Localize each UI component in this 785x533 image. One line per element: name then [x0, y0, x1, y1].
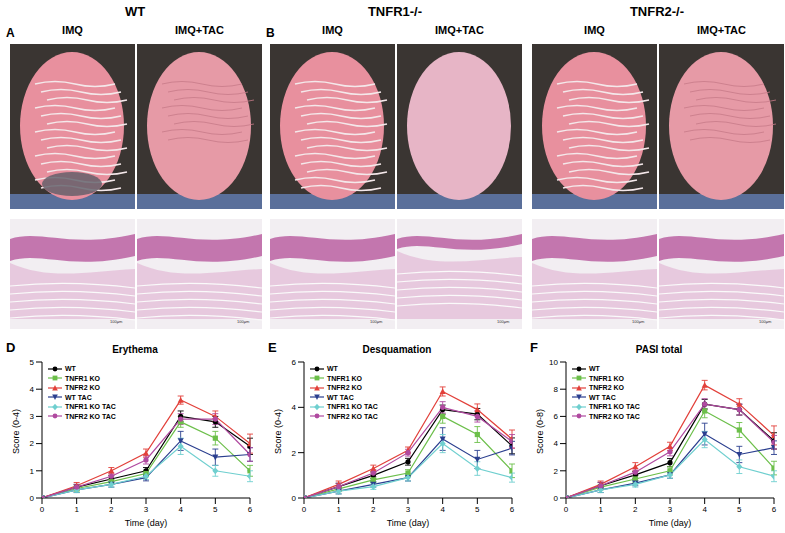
svg-text:0: 0 — [30, 494, 35, 503]
html-text:IMQ: IMQ — [322, 24, 343, 36]
svg-text:4: 4 — [702, 505, 707, 514]
svg-text:6: 6 — [510, 505, 515, 514]
html-text:WT: WT — [65, 365, 76, 373]
svg-text:4: 4 — [292, 403, 297, 412]
html-text:IMQ+TAC: IMQ+TAC — [697, 24, 746, 36]
svg-text:0: 0 — [564, 505, 569, 514]
html-text:TNFR1 KO TAC: TNFR1 KO TAC — [589, 403, 640, 411]
html-text:D: D — [6, 340, 16, 355]
html-text:WT TAC: WT TAC — [327, 393, 354, 401]
svg-text:0: 0 — [302, 505, 307, 514]
svg-text:1: 1 — [598, 505, 603, 514]
svg-text:4: 4 — [554, 439, 559, 448]
svg-text:3: 3 — [144, 505, 149, 514]
svg-text:Time (day): Time (day) — [387, 518, 430, 528]
html-text:PASI total: PASI total — [635, 344, 683, 355]
svg-text:Time (day): Time (day) — [125, 518, 168, 528]
svg-text:5: 5 — [737, 505, 742, 514]
svg-text:8: 8 — [554, 385, 559, 394]
svg-text:5: 5 — [213, 505, 218, 514]
svg-text:0: 0 — [554, 494, 559, 503]
html-text:IMQ: IMQ — [584, 24, 605, 36]
svg-text:100μm: 100μm — [632, 319, 645, 324]
svg-text:6: 6 — [554, 412, 559, 421]
svg-text:4: 4 — [440, 505, 445, 514]
svg-text:Time (day): Time (day) — [649, 518, 692, 528]
html-text:WT TAC: WT TAC — [589, 393, 616, 401]
html-text:TNFR2 KO: TNFR2 KO — [327, 384, 362, 392]
svg-text:100μm: 100μm — [237, 319, 250, 324]
svg-text:1: 1 — [74, 505, 79, 514]
svg-text:100μm: 100μm — [759, 319, 772, 324]
html-text:E: E — [268, 340, 277, 355]
svg-text:3: 3 — [406, 505, 411, 514]
html-text:TNFR2-/-: TNFR2-/- — [629, 4, 685, 19]
html-text:Desquamation: Desquamation — [362, 344, 432, 355]
svg-text:2: 2 — [109, 505, 114, 514]
html-text:TNFR2 KO TAC: TNFR2 KO TAC — [589, 412, 640, 420]
svg-text:Score (0-8): Score (0-8) — [535, 409, 545, 454]
svg-text:3: 3 — [668, 505, 673, 514]
svg-text:4: 4 — [30, 385, 35, 394]
html-text:Erythema: Erythema — [112, 344, 158, 355]
html-text:F: F — [530, 340, 538, 355]
html-text:WT: WT — [589, 365, 600, 373]
html-text:TNFR2 KO: TNFR2 KO — [65, 384, 100, 392]
html-text:B: B — [266, 26, 275, 40]
svg-text:5: 5 — [30, 358, 35, 367]
svg-text:10: 10 — [549, 358, 558, 367]
svg-text:Score (0-4): Score (0-4) — [11, 409, 21, 454]
svg-text:3: 3 — [30, 412, 35, 421]
svg-text:100μm: 100μm — [497, 319, 510, 324]
svg-text:2: 2 — [30, 439, 35, 448]
html-text:TNFR1 KO TAC: TNFR1 KO TAC — [327, 403, 378, 411]
svg-text:100μm: 100μm — [370, 319, 383, 324]
svg-text:2: 2 — [554, 467, 559, 476]
svg-text:0: 0 — [292, 494, 297, 503]
svg-text:0: 0 — [40, 505, 45, 514]
html-text:TNFR2 KO: TNFR2 KO — [589, 384, 624, 392]
html-text:TNFR1 KO: TNFR1 KO — [65, 374, 100, 382]
svg-text:Score (0-4): Score (0-4) — [273, 409, 283, 454]
html-text:TNFR2 KO TAC: TNFR2 KO TAC — [327, 412, 378, 420]
svg-text:2: 2 — [371, 505, 376, 514]
svg-text:2: 2 — [633, 505, 638, 514]
svg-text:5: 5 — [475, 505, 480, 514]
svg-text:4: 4 — [178, 505, 183, 514]
html-text:TNFR2 KO TAC: TNFR2 KO TAC — [65, 412, 116, 420]
svg-text:1: 1 — [336, 505, 341, 514]
svg-text:6: 6 — [292, 358, 297, 367]
svg-text:100μm: 100μm — [110, 319, 123, 324]
html-text:TNFR1-/-: TNFR1-/- — [367, 4, 423, 19]
html-text:WT TAC: WT TAC — [65, 393, 92, 401]
svg-text:6: 6 — [248, 505, 253, 514]
html-text:IMQ: IMQ — [62, 24, 83, 36]
html-text:WT: WT — [327, 365, 338, 373]
svg-text:2: 2 — [292, 449, 297, 458]
html-text:WT: WT — [124, 4, 146, 19]
html-text:TNFR1 KO: TNFR1 KO — [327, 374, 362, 382]
html-text:TNFR1 KO: TNFR1 KO — [589, 374, 624, 382]
html-text:A: A — [6, 26, 15, 40]
html-text:IMQ+TAC: IMQ+TAC — [175, 24, 224, 36]
html-text:TNFR1 KO TAC: TNFR1 KO TAC — [65, 403, 116, 411]
svg-text:6: 6 — [772, 505, 777, 514]
svg-text:1: 1 — [30, 467, 35, 476]
html-text:IMQ+TAC: IMQ+TAC — [435, 24, 484, 36]
